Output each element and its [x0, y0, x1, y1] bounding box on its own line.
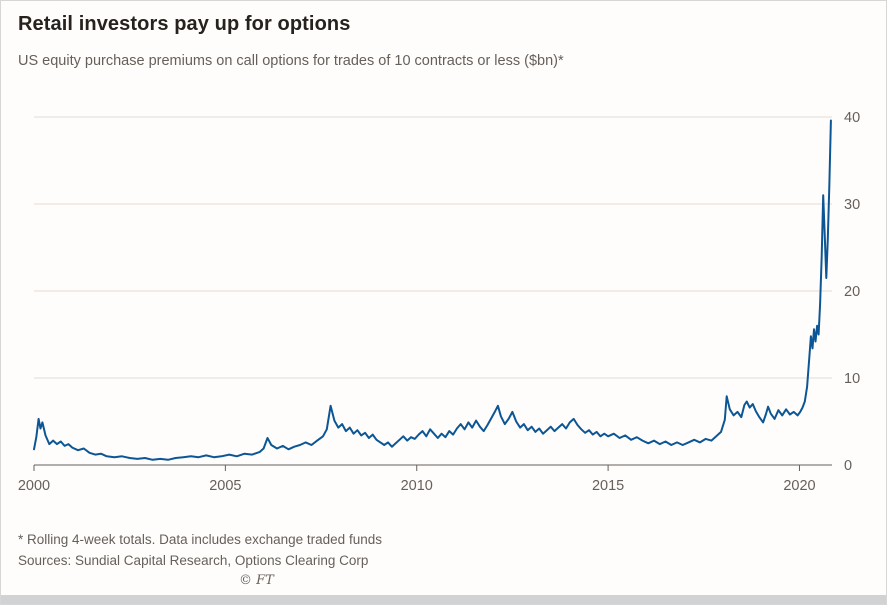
x-tick-label: 2005: [209, 478, 241, 494]
x-tick-label: 2015: [592, 478, 624, 494]
bottom-scrollbar-track[interactable]: [1, 595, 886, 604]
ft-credit: © FT: [239, 573, 274, 588]
x-tick-label: 2010: [401, 478, 433, 494]
y-tick-label: 40: [844, 110, 860, 126]
chart-footnote: * Rolling 4-week totals. Data includes e…: [18, 532, 382, 547]
y-tick-label: 30: [844, 197, 860, 213]
chart-title: Retail investors pay up for options: [18, 13, 351, 35]
y-tick-label: 20: [844, 284, 860, 300]
chart-sources: Sources: Sundial Capital Research, Optio…: [18, 553, 369, 568]
chart-subtitle: US equity purchase premiums on call opti…: [18, 53, 564, 69]
x-tick-label: 2000: [18, 478, 50, 494]
y-tick-label: 0: [844, 458, 852, 474]
x-tick-label: 2020: [783, 478, 815, 494]
data-series-line: [33, 119, 832, 461]
y-tick-label: 10: [844, 371, 860, 387]
